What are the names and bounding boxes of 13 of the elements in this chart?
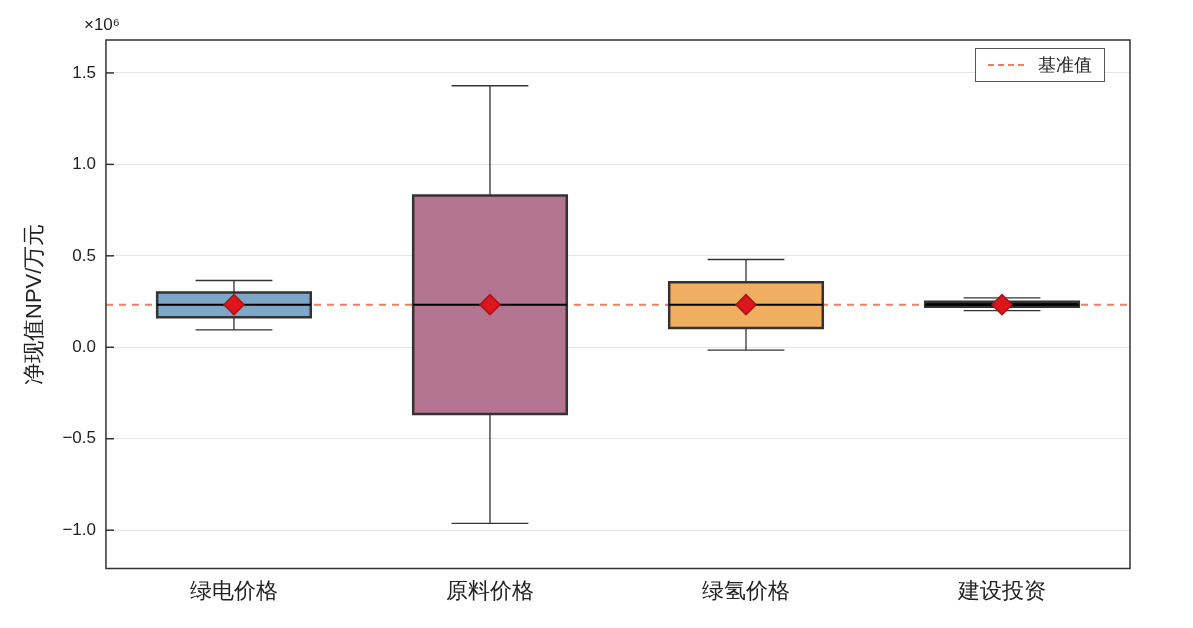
x-tick-label: 绿电价格 <box>189 577 278 603</box>
y-tick-label: 1.5 <box>72 62 96 82</box>
x-tick-label: 原料价格 <box>445 577 534 603</box>
y-tick-label: 0.0 <box>72 336 96 356</box>
y-axis-title: 净现值NPV/万元 <box>21 223 47 385</box>
y-tick-label: −0.5 <box>62 428 96 448</box>
x-tick-label: 建设投资 <box>956 577 1046 603</box>
y-tick-label: 0.5 <box>72 245 96 265</box>
x-tick-label: 绿氢价格 <box>701 577 790 603</box>
y-tick-label: −1.0 <box>62 519 96 539</box>
text: ×10⁶ <box>83 15 120 35</box>
y-tick-label: 1.0 <box>72 154 96 174</box>
legend-label: 基准值 <box>1038 54 1092 77</box>
